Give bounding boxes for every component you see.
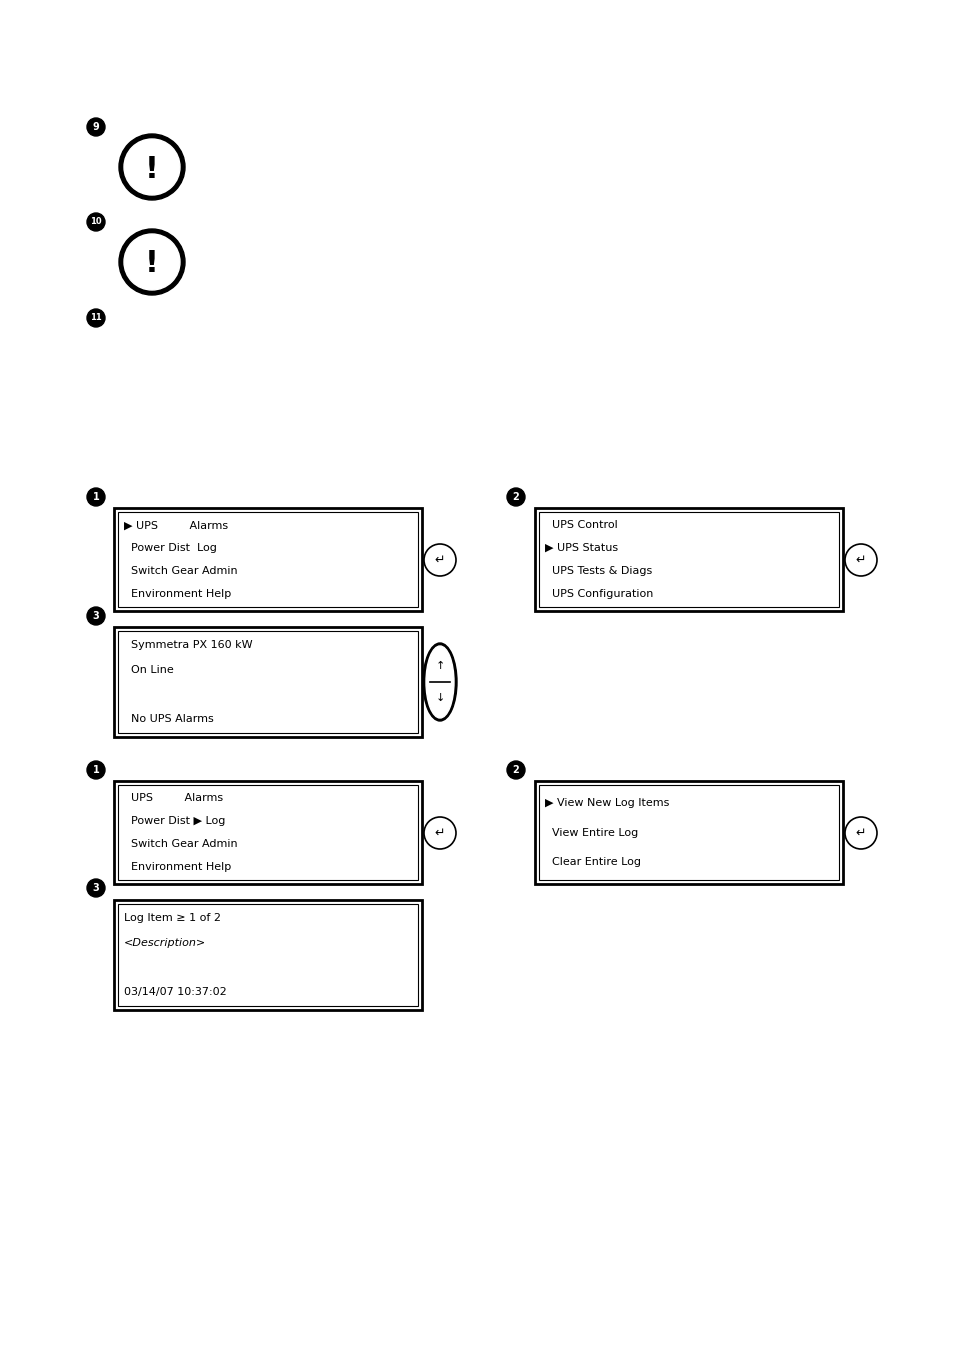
Text: ▶ UPS         Alarms: ▶ UPS Alarms [124, 520, 228, 530]
Circle shape [423, 817, 456, 848]
Text: Symmetra PX 160 kW: Symmetra PX 160 kW [124, 640, 253, 650]
Circle shape [124, 234, 180, 290]
Circle shape [87, 488, 105, 507]
Bar [113, 627, 421, 738]
Ellipse shape [426, 646, 454, 717]
Text: UPS         Alarms: UPS Alarms [124, 793, 223, 802]
Text: !: ! [145, 250, 159, 278]
Circle shape [119, 134, 185, 200]
Bar [535, 781, 842, 884]
Circle shape [87, 761, 105, 780]
Bar [538, 785, 838, 880]
Bar [118, 904, 417, 1006]
Text: Clear Entire Log: Clear Entire Log [544, 857, 640, 867]
Circle shape [124, 139, 180, 195]
Text: ▶ UPS Status: ▶ UPS Status [544, 543, 618, 553]
Text: ↓: ↓ [435, 693, 444, 704]
Text: UPS Control: UPS Control [544, 520, 618, 530]
Text: View Entire Log: View Entire Log [544, 828, 638, 838]
Circle shape [506, 761, 524, 780]
Circle shape [844, 817, 876, 848]
Circle shape [506, 488, 524, 507]
Text: 3: 3 [92, 884, 99, 893]
Text: Switch Gear Admin: Switch Gear Admin [124, 839, 237, 848]
Circle shape [423, 544, 456, 576]
Bar [118, 631, 417, 734]
Text: 10: 10 [91, 218, 102, 227]
Bar [113, 900, 421, 1011]
Text: No UPS Alarms: No UPS Alarms [124, 713, 213, 724]
Text: 2: 2 [512, 492, 518, 503]
Text: 3: 3 [92, 611, 99, 621]
Bar [535, 508, 842, 611]
Text: 03/14/07 10:37:02: 03/14/07 10:37:02 [124, 986, 227, 997]
Circle shape [119, 230, 185, 295]
Ellipse shape [422, 643, 456, 721]
Text: Power Dist ▶ Log: Power Dist ▶ Log [124, 816, 225, 825]
Circle shape [844, 544, 876, 576]
Bar [113, 508, 421, 611]
Bar [118, 785, 417, 880]
Text: <Description>: <Description> [124, 938, 206, 948]
Text: !: ! [145, 154, 159, 184]
Bar [538, 512, 838, 607]
Text: Power Dist  Log: Power Dist Log [124, 543, 216, 553]
Text: ↵: ↵ [855, 554, 865, 566]
Text: Environment Help: Environment Help [124, 862, 231, 871]
Circle shape [87, 118, 105, 136]
Text: UPS Tests & Diags: UPS Tests & Diags [544, 566, 652, 576]
Bar [113, 781, 421, 884]
Text: ↵: ↵ [435, 554, 445, 566]
Text: ▶ View New Log Items: ▶ View New Log Items [544, 798, 669, 808]
Text: UPS Configuration: UPS Configuration [544, 589, 653, 598]
Circle shape [87, 213, 105, 231]
Text: 2: 2 [512, 765, 518, 775]
Text: 1: 1 [92, 765, 99, 775]
Circle shape [87, 607, 105, 626]
Text: ↑: ↑ [435, 661, 444, 671]
Text: ↵: ↵ [855, 827, 865, 839]
Text: Switch Gear Admin: Switch Gear Admin [124, 566, 237, 576]
Circle shape [87, 309, 105, 327]
Text: Environment Help: Environment Help [124, 589, 231, 598]
Text: 11: 11 [90, 313, 102, 323]
Text: Log Item ≥ 1 of 2: Log Item ≥ 1 of 2 [124, 913, 221, 923]
Bar [118, 512, 417, 607]
Text: 9: 9 [92, 122, 99, 132]
Text: On Line: On Line [124, 665, 173, 674]
Text: 1: 1 [92, 492, 99, 503]
Text: ↵: ↵ [435, 827, 445, 839]
Circle shape [87, 880, 105, 897]
